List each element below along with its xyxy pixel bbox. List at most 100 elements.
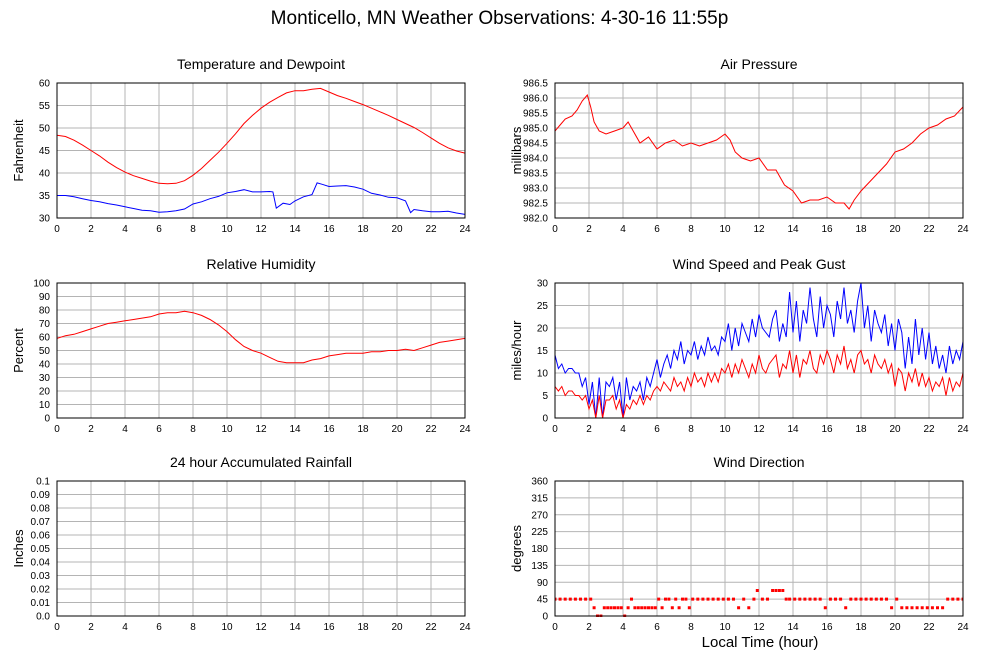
chart-title: Air Pressure: [720, 56, 797, 72]
data-point: [925, 606, 929, 610]
plot-frame: [56, 82, 466, 219]
y-tick-label: 0: [542, 414, 548, 425]
plot-frame: [554, 282, 964, 419]
data-point: [558, 597, 562, 601]
y-tick-label: 0.01: [31, 598, 51, 609]
data-point: [616, 606, 620, 610]
y-tick-label: 10: [39, 400, 51, 411]
data-point: [890, 606, 894, 610]
data-point: [760, 597, 764, 601]
data-point: [684, 597, 688, 601]
data-point: [834, 597, 837, 601]
x-tick-label: 14: [289, 224, 301, 235]
chart-title: Wind Speed and Peak Gust: [673, 256, 846, 272]
y-tick-label: 982.5: [523, 199, 548, 210]
y-tick-label: 25: [537, 301, 549, 312]
x-tick-label: 24: [459, 424, 471, 435]
x-tick-label: 22: [923, 424, 935, 435]
y-tick-label: 0.03: [31, 571, 51, 582]
y-tick-label: 90: [39, 292, 51, 303]
data-point: [716, 597, 720, 601]
y-tick-label: 60: [39, 333, 51, 344]
data-point: [563, 597, 567, 601]
data-point: [951, 597, 955, 601]
x-tick-label: 6: [654, 424, 660, 435]
data-point: [839, 597, 843, 601]
data-point: [667, 597, 671, 601]
data-point: [657, 597, 661, 601]
data-point: [670, 606, 674, 610]
data-point: [687, 606, 691, 610]
y-tick-label: 135: [531, 561, 548, 572]
x-tick-label: 24: [957, 224, 969, 235]
x-tick-label: 22: [425, 424, 437, 435]
x-tick-label: 0: [54, 424, 60, 435]
x-tick-label: 8: [688, 224, 694, 235]
x-tick-label: 22: [425, 622, 437, 633]
y-tick-label: 986.5: [523, 79, 548, 90]
y-axis-label: Percent: [11, 328, 26, 373]
x-tick-label: 10: [221, 424, 233, 435]
y-tick-label: 0.05: [31, 544, 51, 555]
x-tick-label: 12: [255, 622, 267, 633]
x-tick-label: 12: [753, 224, 765, 235]
y-axis-label: degrees: [509, 525, 524, 572]
data-point: [732, 597, 735, 601]
x-tick-label: 6: [654, 622, 660, 633]
data-point: [920, 606, 924, 610]
data-point: [701, 597, 705, 601]
x-tick-label: 6: [156, 424, 162, 435]
y-tick-label: 315: [531, 493, 548, 504]
y-tick-label: 983.5: [523, 169, 548, 180]
x-tick-label: 4: [122, 622, 128, 633]
y-tick-label: 45: [537, 595, 549, 606]
series-line: [555, 93, 963, 210]
x-tick-label: 14: [289, 622, 301, 633]
x-tick-label: 20: [391, 622, 403, 633]
data-point: [941, 606, 945, 610]
data-point: [777, 589, 781, 592]
chart-title: Wind Direction: [713, 454, 804, 470]
data-point: [813, 597, 817, 601]
x-tick-label: 4: [620, 224, 626, 235]
x-tick-label: 2: [88, 424, 94, 435]
y-tick-label: 60: [39, 79, 51, 90]
data-point: [568, 597, 572, 601]
x-tick-label: 8: [688, 622, 694, 633]
y-tick-label: 50: [39, 346, 51, 357]
y-tick-label: 0.08: [31, 504, 51, 515]
x-tick-label: 24: [459, 622, 471, 633]
plot-frame: [56, 480, 466, 617]
y-tick-label: 983.0: [523, 184, 548, 195]
data-point: [864, 597, 868, 601]
x-tick-label: 24: [957, 622, 969, 633]
data-point: [793, 597, 797, 601]
x-tick-label: 10: [719, 622, 731, 633]
x-tick-label: 10: [221, 224, 233, 235]
chart-title: 24 hour Accumulated Rainfall: [170, 454, 352, 470]
data-point: [915, 606, 919, 610]
data-point: [752, 597, 756, 601]
y-tick-label: 985.5: [523, 109, 548, 120]
y-tick-label: 30: [537, 279, 549, 290]
series-line: [57, 87, 465, 185]
x-tick-label: 10: [221, 622, 233, 633]
data-point: [633, 606, 637, 610]
x-tick-label: 20: [391, 424, 403, 435]
y-tick-label: 35: [39, 191, 51, 202]
data-point: [653, 606, 657, 610]
x-tick-label: 8: [688, 424, 694, 435]
data-point: [936, 606, 939, 610]
x-axis-label: Local Time (hour): [701, 634, 819, 651]
x-tick-label: 24: [957, 424, 969, 435]
x-tick-label: 14: [289, 424, 301, 435]
data-point: [647, 606, 650, 610]
data-point: [854, 597, 858, 601]
x-tick-label: 18: [357, 424, 369, 435]
data-point: [573, 597, 577, 601]
y-tick-label: 5: [542, 391, 548, 402]
x-tick-label: 20: [889, 224, 901, 235]
x-tick-label: 2: [88, 622, 94, 633]
